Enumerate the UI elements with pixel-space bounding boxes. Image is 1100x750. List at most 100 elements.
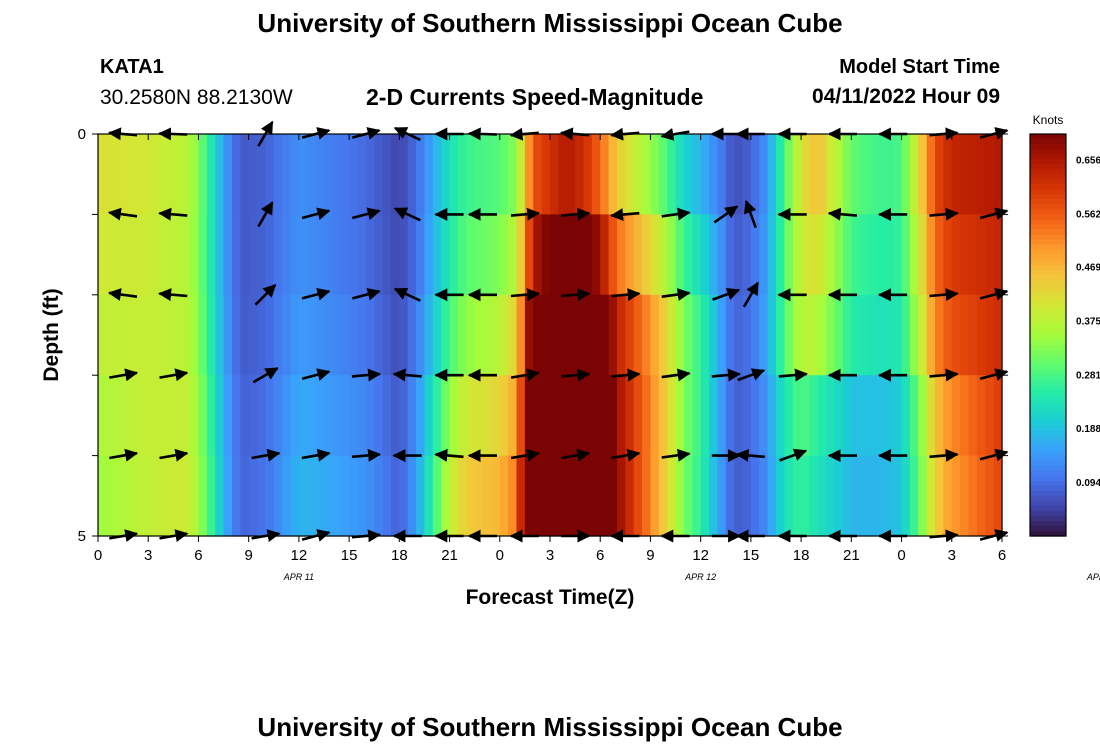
x-tick-label: 3 [948, 547, 956, 564]
heatmap-cell [993, 214, 1003, 296]
heatmap-cell [248, 134, 258, 215]
heatmap-cell [960, 455, 970, 537]
heatmap-cell [457, 214, 467, 296]
current-vector-arrow [979, 368, 1009, 381]
colorbar-segment [1030, 480, 1066, 487]
heatmap-cell [784, 294, 794, 376]
heatmap-cell [901, 214, 911, 296]
heatmap-cell [776, 294, 785, 376]
heatmap-cell [709, 375, 719, 457]
heatmap-cell [658, 294, 668, 376]
colorbar-segment [1030, 199, 1066, 205]
colorbar-segment [1030, 139, 1066, 145]
current-vector-arrow [351, 448, 382, 462]
heatmap-cell [734, 375, 744, 457]
heatmap-cell [985, 134, 995, 215]
heatmap-cell [784, 134, 794, 215]
heatmap-cell [499, 294, 509, 376]
heatmap-cell [926, 375, 936, 457]
heatmap-cell [683, 375, 693, 457]
heatmap-cell [257, 375, 267, 457]
heatmap-cell [282, 214, 292, 296]
heatmap-cell [591, 455, 601, 537]
heatmap-cell [901, 375, 911, 457]
heatmap-cell [842, 375, 852, 457]
current-vector-arrow [778, 368, 808, 382]
heatmap-cell [968, 455, 978, 537]
heatmap-cell [474, 134, 484, 215]
heatmap-cell [842, 294, 852, 376]
heatmap-cell [558, 375, 568, 457]
colorbar-segment [1030, 299, 1066, 306]
heatmap-cell [717, 214, 727, 296]
heatmap-cell [909, 375, 919, 457]
colorbar-segment [1030, 340, 1066, 346]
heatmap-cell [390, 455, 400, 537]
heatmap-cell [541, 375, 551, 457]
heatmap-cell [181, 294, 191, 376]
heatmap-cell [591, 294, 601, 376]
heatmap-cell [466, 134, 476, 215]
heatmap-cell [374, 214, 384, 296]
heatmap-cell [650, 294, 660, 376]
heatmap-cell [449, 455, 459, 537]
heatmap-cell [801, 134, 811, 215]
colorbar-tick-label: 0.469 [1076, 263, 1100, 274]
heatmap-cell [817, 134, 827, 215]
heatmap-cell [725, 375, 735, 457]
heatmap-cell [432, 134, 442, 215]
heatmap-cell [792, 375, 802, 457]
heatmap-cell [658, 214, 668, 296]
heatmap-cell [474, 294, 484, 376]
heatmap-cell [826, 134, 836, 215]
heatmap-cell [223, 455, 233, 537]
heatmap-cell [884, 214, 894, 296]
heatmap-cell [265, 134, 275, 215]
heatmap-cell [792, 214, 802, 296]
current-vector-arrow [827, 207, 858, 221]
heatmap-cell [801, 375, 811, 457]
heatmap-cell [164, 294, 174, 376]
current-vector-arrow [159, 368, 189, 382]
heatmap-cell [700, 214, 710, 296]
heatmap-cell [968, 214, 978, 296]
heatmap-cell [307, 294, 317, 376]
heatmap-cell [993, 375, 1003, 457]
colorbar-segment [1030, 440, 1066, 447]
heatmap-cell [181, 455, 191, 537]
heatmap-cell [148, 134, 158, 215]
heatmap-cell [524, 455, 534, 537]
current-vector-arrow [257, 201, 274, 228]
heatmap-cell [181, 375, 191, 457]
heatmap-cell [365, 214, 375, 296]
heatmap-cell [558, 134, 568, 215]
heatmap-cell [658, 455, 668, 537]
current-vector-arrow [779, 448, 808, 462]
heatmap-cell [893, 134, 903, 215]
heatmap-cell [558, 455, 568, 537]
heatmap-cell [240, 134, 250, 215]
current-vector-arrow [561, 448, 591, 462]
heatmap-cell [198, 455, 208, 537]
heatmap-cell [918, 375, 928, 457]
heatmap-cell [951, 455, 961, 537]
heatmap-cell [784, 375, 794, 457]
heatmap-cell [742, 375, 752, 457]
heatmap-cell [190, 455, 200, 537]
heatmap-cell [918, 214, 928, 296]
heatmap-cell [809, 294, 819, 376]
heatmap-cell [483, 134, 493, 215]
chart-title: University of Southern Mississippi Ocean… [257, 8, 843, 38]
heatmap-cell [382, 294, 392, 376]
heatmap-cell [976, 294, 986, 376]
heatmap-cell [817, 294, 827, 376]
current-vector-arrow [713, 205, 739, 224]
heatmap-cell [416, 455, 426, 537]
heatmap-cell [876, 134, 886, 215]
heatmap-cell [449, 214, 459, 296]
heatmap-cell [223, 134, 233, 215]
heatmap-cell [424, 375, 434, 457]
heatmap-cell [215, 214, 225, 296]
heatmap-cell [340, 134, 350, 215]
current-vector-arrow [351, 287, 381, 301]
